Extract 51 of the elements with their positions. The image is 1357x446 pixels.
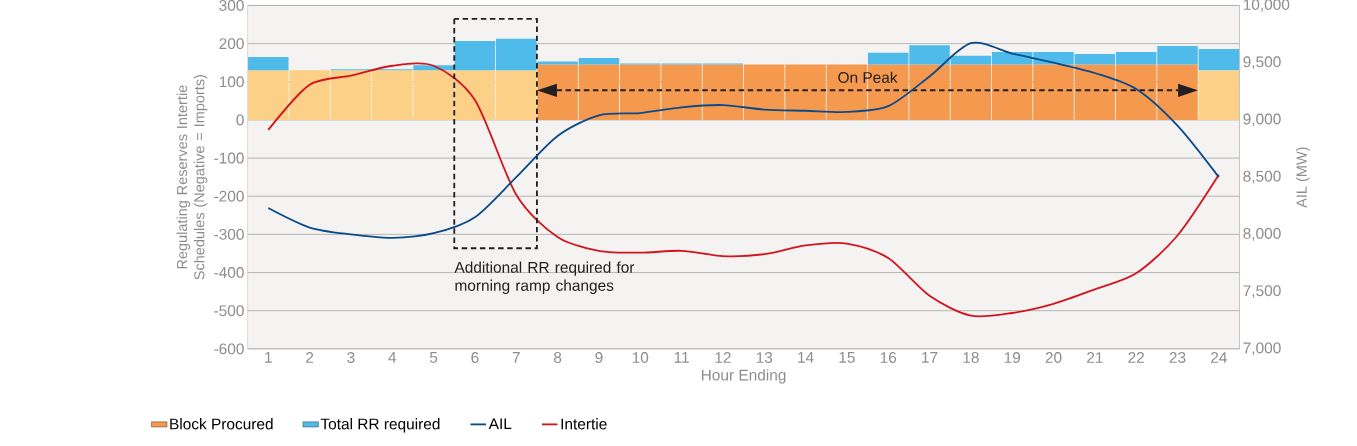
x-tick-label: 4: [388, 351, 397, 363]
x-tick-label: 12: [715, 351, 731, 363]
legend-label: AIL: [488, 418, 512, 429]
y-tick-label: 300: [219, 0, 244, 11]
x-tick-label: 23: [1169, 351, 1186, 363]
x-tick-label: 14: [798, 351, 814, 363]
x-tick-label: 18: [963, 351, 979, 363]
y-tick-label: -600: [214, 343, 244, 355]
x-tick-label: 10: [632, 351, 649, 363]
x-tick-label: 15: [839, 351, 855, 363]
x-tick-label: 21: [1087, 351, 1103, 363]
legend-label: Total RR required: [320, 417, 440, 433]
y2-tick-label: 7,000: [1243, 342, 1281, 356]
y-axis-title: Regulating Reserves Intertie Schedules (Negative = Imports): [176, 74, 208, 280]
legend-label: Intertie: [561, 417, 607, 430]
y2-tick-label: 9,000: [1243, 113, 1281, 127]
y-tick-label: -300: [214, 228, 244, 240]
y-tick-label: -100: [214, 152, 244, 164]
x-tick-label: 24: [1211, 351, 1227, 363]
y2-tick-label: 7,500: [1243, 285, 1281, 298]
bar: [1198, 70, 1240, 120]
y2-tick-label: 9,500: [1243, 56, 1281, 69]
x-tick-label: 1: [265, 351, 272, 363]
x-tick-label: 17: [922, 351, 938, 363]
y-tick-label: 0: [236, 114, 244, 126]
bar: [248, 56, 289, 71]
y2-axis-title: AIL (MW): [1296, 147, 1310, 208]
y-tick-label: 200: [219, 38, 244, 49]
legend-label: Block Procured: [170, 417, 273, 430]
annotation: Additional RR required for morning ramp changes: [454, 261, 635, 294]
x-tick-label: 9: [595, 351, 603, 363]
y-tick-label: -500: [214, 305, 244, 317]
y2-tick-label: 8,500: [1243, 170, 1281, 184]
x-tick-label: 13: [756, 351, 773, 363]
x-tick-label: 7: [512, 351, 520, 363]
x-tick-label: 2: [306, 351, 314, 363]
y-tick-label: 100: [219, 76, 244, 88]
y-tick-label: -400: [214, 266, 244, 278]
x-tick-label: 22: [1128, 351, 1144, 363]
x-axis-title: Hour Ending: [701, 369, 786, 384]
y2-tick-label: 8,000: [1243, 227, 1281, 241]
x-tick-label: 6: [471, 351, 479, 363]
x-tick-label: 5: [429, 351, 438, 363]
x-tick-label: 19: [1004, 351, 1021, 363]
x-tick-label: 3: [347, 351, 355, 363]
x-tick-label: 16: [880, 351, 897, 363]
x-tick-label: 11: [674, 351, 689, 363]
x-tick-label: 20: [1045, 351, 1062, 363]
x-tick-label: 8: [553, 351, 562, 363]
line-series: [267, 41, 1220, 239]
y-tick-label: -200: [214, 190, 244, 202]
